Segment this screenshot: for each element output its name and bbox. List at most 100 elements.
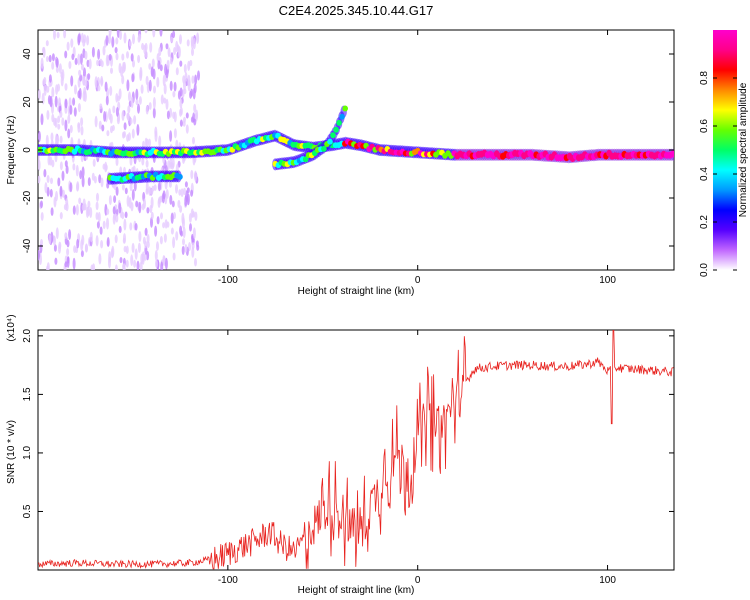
track-cell: [670, 150, 674, 158]
noise-blob: [94, 115, 98, 128]
noise-blob: [46, 174, 50, 184]
noise-blob: [173, 111, 177, 123]
noise-blob: [184, 72, 188, 82]
noise-blob: [64, 83, 68, 91]
noise-blob: [54, 95, 58, 108]
noise-blob: [69, 124, 73, 134]
noise-blob: [123, 233, 126, 244]
noise-blob: [59, 212, 63, 220]
noise-blob: [145, 181, 149, 193]
noise-blob: [83, 34, 87, 44]
colorbar-label: Normalized spectral amplitude: [738, 82, 749, 217]
noise-blob: [58, 63, 62, 74]
noise-blob: [150, 188, 154, 196]
noise-blob: [160, 94, 164, 105]
colorbar-tick-label: 0.4: [699, 167, 710, 181]
noise-blob: [55, 190, 58, 202]
noise-blob: [44, 182, 48, 194]
snr-marks: [38, 330, 674, 570]
noise-blob: [166, 110, 170, 120]
noise-blob: [77, 102, 81, 113]
track-cell: [327, 138, 333, 145]
noise-blob: [110, 248, 114, 259]
x-tick-label: -100: [218, 275, 238, 286]
noise-blob: [115, 92, 119, 103]
noise-blob: [98, 174, 102, 184]
noise-blob: [79, 74, 83, 82]
noise-blob: [134, 248, 138, 260]
y-tick-label: 40: [22, 48, 33, 60]
noise-blob: [65, 165, 69, 175]
noise-blob: [40, 57, 44, 69]
noise-blob: [63, 30, 67, 39]
noise-blob: [128, 91, 131, 102]
noise-blob: [102, 220, 106, 230]
noise-blob: [106, 208, 110, 216]
noise-blob: [91, 46, 95, 58]
noise-blob: [82, 90, 86, 102]
noise-blob: [63, 204, 67, 211]
noise-blob: [104, 164, 108, 171]
spectrogram-ylabel: Frequency (Hz): [6, 116, 17, 185]
noise-blob: [154, 250, 158, 261]
noise-blob: [95, 212, 99, 221]
noise-blob: [157, 60, 161, 70]
noise-blob: [64, 119, 68, 132]
noise-blob: [126, 195, 130, 208]
noise-blob: [80, 125, 84, 136]
noise-blob: [81, 166, 85, 178]
noise-blob: [194, 258, 197, 267]
noise-blob: [145, 159, 149, 168]
noise-blob: [94, 76, 98, 89]
noise-blob: [50, 207, 54, 216]
noise-blob: [148, 186, 152, 196]
noise-blob: [118, 225, 122, 234]
noise-blob: [165, 98, 169, 110]
noise-blob: [162, 255, 166, 265]
noise-blob: [115, 186, 119, 196]
noise-blob: [58, 243, 61, 254]
noise-blob: [196, 32, 200, 44]
noise-blob: [98, 120, 102, 130]
noise-blob: [95, 235, 99, 247]
noise-blob: [188, 241, 191, 252]
noise-blob: [105, 35, 109, 46]
noise-blob: [122, 263, 126, 270]
noise-blob: [61, 117, 65, 126]
noise-blob: [81, 204, 85, 211]
noise-blob: [81, 175, 85, 188]
noise-blob: [105, 54, 109, 67]
noise-blob: [131, 128, 135, 139]
noise-blob: [182, 217, 185, 229]
noise-blob: [131, 189, 135, 201]
noise-blob: [96, 221, 100, 229]
noise-blob: [179, 98, 183, 109]
noise-blob: [66, 256, 70, 269]
noise-blob: [166, 221, 170, 228]
noise-blob: [145, 105, 149, 115]
noise-blob: [118, 62, 122, 74]
noise-blob: [110, 125, 113, 134]
noise-blob: [145, 75, 149, 86]
noise-blob: [175, 67, 179, 76]
noise-blob: [72, 97, 76, 106]
noise-blob: [193, 103, 197, 113]
noise-blob: [194, 211, 198, 222]
noise-blob: [144, 30, 148, 34]
noise-blob: [193, 82, 197, 94]
noise-blob: [155, 259, 158, 268]
noise-blob: [46, 186, 50, 197]
noise-blob: [81, 63, 84, 71]
noise-blob: [173, 212, 176, 220]
track-rising: [272, 105, 349, 171]
track-cell: [321, 145, 327, 152]
noise-blob: [79, 53, 83, 65]
noise-blob: [172, 90, 176, 98]
noise-blob: [137, 54, 141, 64]
noise-blob: [78, 69, 82, 77]
noise-blob: [41, 92, 45, 105]
noise-blob: [190, 116, 194, 123]
noise-blob: [61, 170, 65, 181]
noise-blob: [121, 53, 125, 61]
noise-blob: [131, 73, 135, 83]
